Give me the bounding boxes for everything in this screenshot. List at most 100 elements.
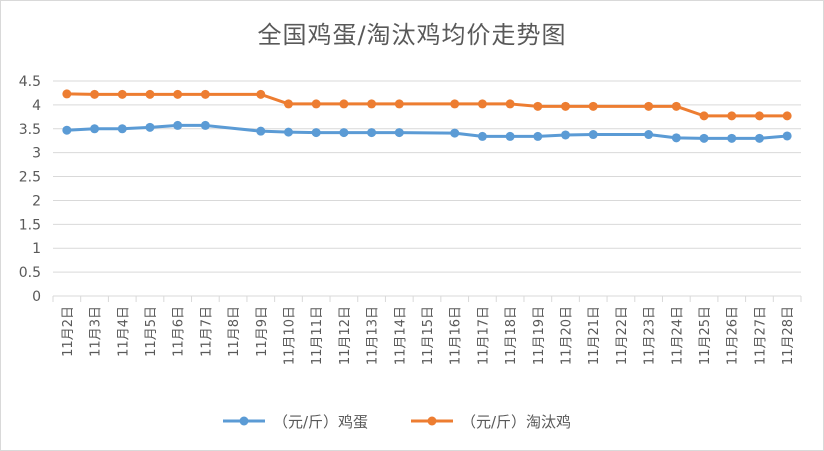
x-tick-label: 11月11日 (310, 306, 325, 365)
data-point (727, 133, 737, 143)
y-axis-ticks: 0 0.5 1 1.5 2 2.5 3 3.5 4 4.5 (19, 74, 41, 305)
legend-label: （元/斤）淘汰鸡 (461, 413, 571, 431)
y-tick-label: 0.5 (19, 265, 41, 281)
x-tick-label: 11月26日 (726, 306, 741, 365)
x-tick-label: 11月7日 (199, 306, 214, 357)
legend: （元/斤）鸡蛋 （元/斤）淘汰鸡 (223, 413, 571, 431)
data-point (477, 99, 487, 109)
y-tick-label: 1 (32, 241, 41, 257)
data-point (339, 128, 349, 138)
legend-entry: （元/斤）淘汰鸡 (411, 413, 571, 431)
data-point (699, 111, 709, 121)
data-point (394, 99, 404, 109)
x-tick-label: 11月6日 (172, 306, 187, 357)
x-tick-label: 11月19日 (532, 306, 547, 365)
y-tick-label: 1.5 (19, 217, 41, 233)
x-tick-label: 11月9日 (255, 306, 270, 357)
data-point (561, 130, 571, 140)
data-point (644, 101, 654, 111)
y-tick-label: 2.5 (19, 170, 41, 186)
y-tick-label: 0 (32, 289, 41, 305)
data-point (339, 99, 349, 109)
x-tick-label: 11月18日 (504, 306, 519, 365)
y-tick-label: 2 (32, 193, 41, 209)
data-point (62, 125, 72, 135)
x-tick-label: 11月25日 (698, 306, 713, 365)
data-point (90, 124, 100, 134)
y-tick-label: 3 (32, 146, 41, 162)
y-tick-label: 4.5 (19, 74, 41, 90)
data-point (450, 128, 460, 138)
x-tick-label: 11月27日 (753, 306, 768, 365)
data-point (200, 120, 210, 130)
data-point (62, 89, 72, 99)
data-point (145, 89, 155, 99)
data-point (533, 101, 543, 111)
data-point (117, 89, 127, 99)
data-point (505, 99, 515, 109)
data-point (283, 127, 293, 137)
legend-marker (427, 416, 437, 426)
data-point (90, 89, 100, 99)
data-point (727, 111, 737, 121)
data-point (533, 131, 543, 141)
legend-marker (239, 416, 249, 426)
data-point (505, 131, 515, 141)
x-tick-label: 11月8日 (227, 306, 242, 357)
data-point (117, 124, 127, 134)
x-tick-label: 11月13日 (366, 306, 381, 365)
data-point (145, 122, 155, 132)
x-tick-label: 11月10日 (282, 306, 297, 365)
data-point (671, 133, 681, 143)
data-point (477, 131, 487, 141)
data-point (200, 89, 210, 99)
x-tick-label: 11月15日 (421, 306, 436, 365)
y-tick-label: 3.5 (19, 122, 41, 138)
data-point (311, 128, 321, 138)
data-point (173, 120, 183, 130)
series-1 (62, 120, 792, 143)
y-tick-label: 4 (32, 98, 41, 114)
chart-title: 全国鸡蛋/淘汰鸡均价走势图 (257, 21, 567, 49)
data-point (588, 101, 598, 111)
x-tick-label: 11月22日 (615, 306, 630, 365)
data-point (173, 89, 183, 99)
gridlines (52, 80, 802, 302)
data-point (671, 101, 681, 111)
data-point (699, 133, 709, 143)
data-point (782, 111, 792, 121)
series-line (66, 92, 788, 118)
data-point (256, 126, 266, 136)
data-point (588, 130, 598, 140)
x-tick-label: 11月14日 (393, 306, 408, 365)
series-line (66, 123, 788, 140)
x-tick-label: 11月20日 (560, 306, 575, 365)
data-point (256, 89, 266, 99)
legend-label: （元/斤）鸡蛋 (273, 413, 368, 431)
x-tick-label: 11月5日 (144, 306, 159, 357)
x-tick-label: 11月12日 (338, 306, 353, 365)
data-point (283, 99, 293, 109)
x-tick-label: 11月3日 (89, 306, 104, 357)
data-point (450, 99, 460, 109)
x-tick-label: 11月2日 (61, 306, 76, 357)
x-tick-label: 11月4日 (116, 306, 131, 357)
data-point (754, 111, 764, 121)
data-point (367, 128, 377, 138)
x-tick-label: 11月16日 (449, 306, 464, 365)
series-layer (62, 89, 792, 143)
legend-entry: （元/斤）鸡蛋 (223, 413, 368, 431)
data-point (754, 133, 764, 143)
x-tick-label: 11月17日 (476, 306, 491, 365)
x-tick-label: 11月24日 (670, 306, 685, 365)
data-point (561, 101, 571, 111)
data-point (311, 99, 321, 109)
x-tick-label: 11月23日 (643, 306, 658, 365)
x-axis-ticks: 11月2日 11月3日 11月4日 11月5日 11月6日 11月7日 11月8日 11月9日… (61, 306, 796, 365)
data-point (782, 131, 792, 141)
x-tick-label: 11月28日 (781, 306, 796, 365)
x-tick-label: 11月21日 (587, 306, 602, 365)
data-point (644, 130, 654, 140)
